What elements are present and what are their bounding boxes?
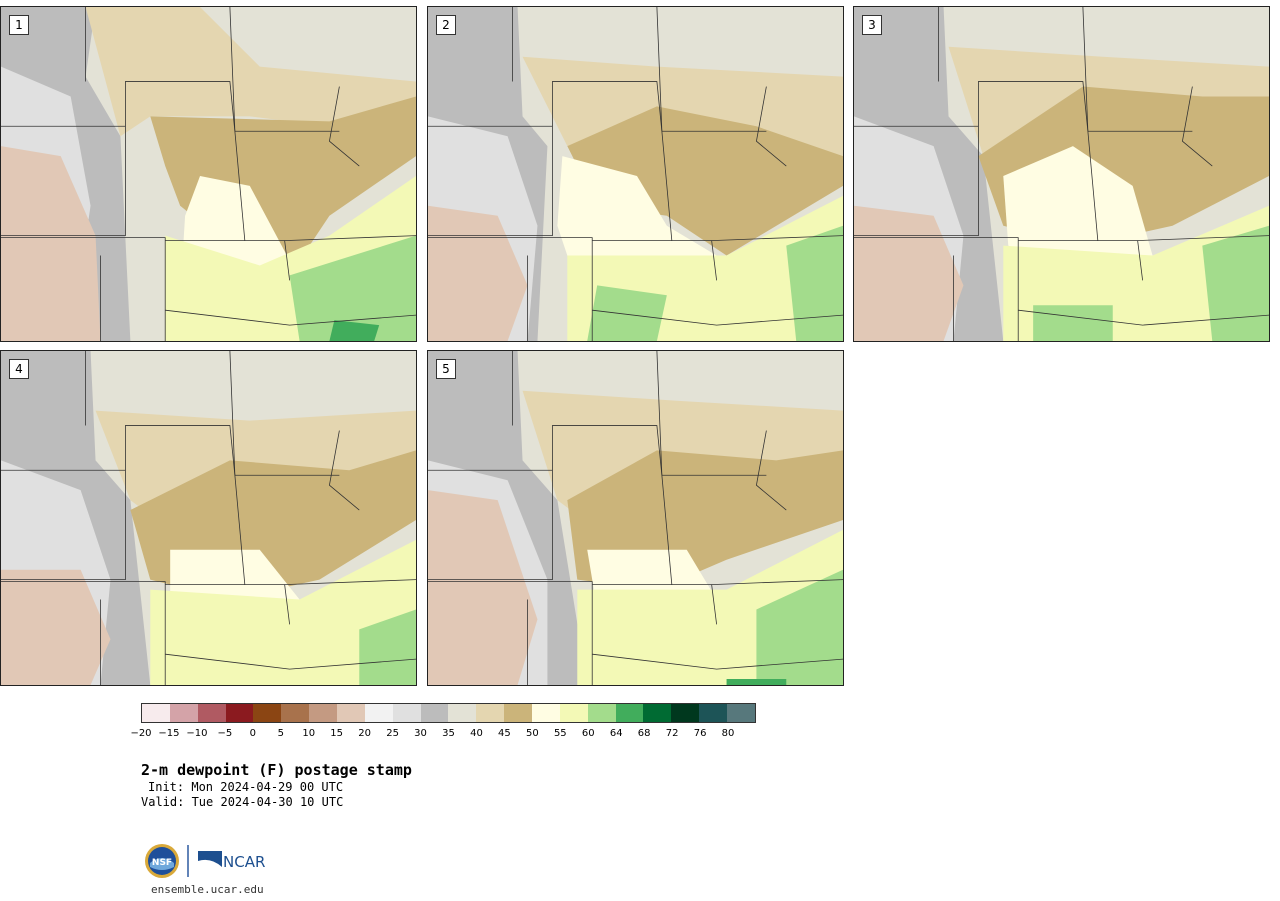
colorbar-tick-label: −20	[130, 728, 152, 739]
member-panel-4: 4	[0, 350, 417, 686]
nsf-logo: NSF	[145, 844, 179, 878]
colorbar-tick-label: −15	[158, 728, 180, 739]
ncar-logo-text: NCAR	[223, 853, 265, 871]
member-panel-1: 1	[0, 6, 417, 342]
colorbar-tick-label: 76	[693, 728, 707, 739]
colorbar-swatch	[587, 704, 616, 722]
colorbar-swatch	[699, 704, 728, 722]
colorbar-ticks: −20 −15 −10 −5 0 5 10 15 20 25 30 35 40 45 50 55 60 64 68 7…	[130, 728, 756, 742]
colorbar-swatch	[225, 704, 254, 722]
init-time: Init: Mon 2024-04-29 00 UTC	[148, 780, 344, 794]
dewpoint-map	[854, 7, 1269, 341]
ncar-logo: NCAR	[198, 851, 265, 871]
colorbar-swatch	[420, 704, 449, 722]
colorbar-tick-label: 15	[330, 728, 344, 739]
dewpoint-map	[1, 7, 416, 341]
colorbar-tick-label: 80	[721, 728, 735, 739]
colorbar-tick-label: 25	[386, 728, 399, 739]
logos: NSF NCAR	[143, 843, 278, 879]
colorbar-swatch	[727, 704, 755, 722]
colorbar-swatch	[281, 704, 310, 722]
colorbar-tick-label: 5	[277, 728, 284, 739]
colorbar-tick-label: 45	[498, 728, 511, 739]
colorbar-swatch	[309, 704, 338, 722]
colorbar-swatch	[448, 704, 477, 722]
member-panel-3: 3	[853, 6, 1270, 342]
colorbar-tick-label: 40	[470, 728, 483, 739]
colorbar-tick-label: 68	[637, 728, 651, 739]
colorbar-swatch	[559, 704, 588, 722]
member-label-1: 1	[9, 15, 29, 35]
colorbar-tick-label: 60	[581, 728, 595, 739]
colorbar-swatch	[392, 704, 421, 722]
colorbar-tick-label: 35	[442, 728, 455, 739]
colorbar-tick-label: −10	[186, 728, 208, 739]
colorbar-tick-label: 50	[525, 728, 539, 739]
member-label-5: 5	[436, 359, 456, 379]
colorbar-tick-label: 10	[302, 728, 316, 739]
colorbar-swatch	[671, 704, 700, 722]
colorbar-swatch	[615, 704, 644, 722]
colorbar-swatch	[364, 704, 393, 722]
colorbar-tick-label: 30	[414, 728, 427, 739]
colorbar-tick-label: 0	[249, 728, 256, 739]
member-panel-5: 5	[427, 350, 844, 686]
member-panel-2: 2	[427, 6, 844, 342]
member-label-2: 2	[436, 15, 456, 35]
colorbar	[141, 703, 756, 723]
valid-time: Valid: Tue 2024-04-30 10 UTC	[141, 795, 344, 809]
dewpoint-map	[428, 7, 843, 341]
member-label-4: 4	[9, 359, 29, 379]
website-url: ensemble.ucar.edu	[151, 883, 264, 896]
nsf-logo-text: NSF	[152, 858, 172, 868]
dewpoint-map	[428, 351, 843, 685]
colorbar-swatch	[142, 704, 170, 722]
colorbar-swatch	[476, 704, 505, 722]
colorbar-swatch	[197, 704, 226, 722]
colorbar-swatch	[337, 704, 365, 722]
plot-title: 2-m dewpoint (F) postage stamp	[141, 761, 412, 779]
colorbar-swatch	[643, 704, 672, 722]
member-label-3: 3	[862, 15, 882, 35]
colorbar-tick-label: −5	[217, 728, 233, 739]
colorbar-tick-label: 20	[358, 728, 371, 739]
colorbar-tick-label: 64	[609, 728, 623, 739]
colorbar-swatch	[253, 704, 282, 722]
colorbar-swatch	[169, 704, 198, 722]
colorbar-tick-label: 72	[665, 728, 679, 739]
dewpoint-map	[1, 351, 416, 685]
colorbar-tick-label: 55	[553, 728, 567, 739]
colorbar-swatch	[532, 704, 560, 722]
colorbar-swatch	[504, 704, 533, 722]
